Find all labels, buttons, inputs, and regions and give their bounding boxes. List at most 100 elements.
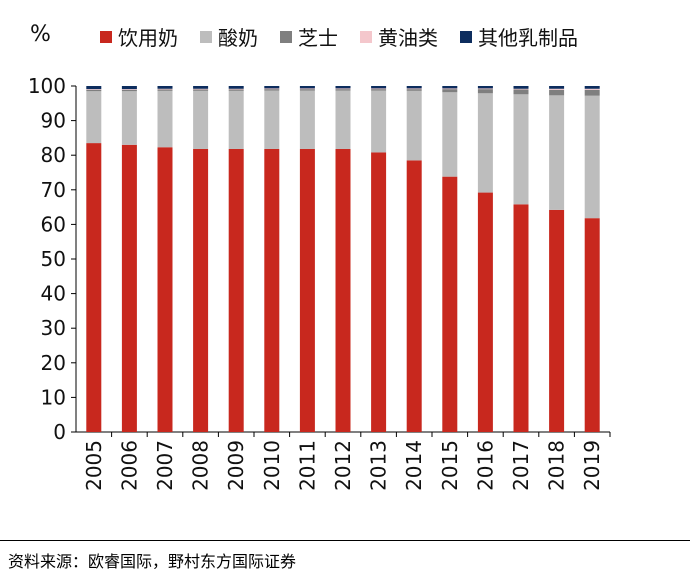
bar-segment: [335, 148, 351, 433]
legend-item: 其他乳制品: [460, 22, 578, 51]
bar-segment: [86, 86, 102, 90]
y-tick-label: 60: [41, 212, 66, 236]
y-tick-label: 40: [41, 282, 66, 306]
bar-segment: [442, 86, 458, 89]
source-note: 资料来源：欧睿国际，野村东方国际证券: [8, 552, 297, 571]
legend-swatch: [200, 30, 212, 43]
bar-segment: [371, 88, 387, 90]
bar-segment: [193, 90, 209, 149]
bar-segment: [228, 90, 244, 149]
bar-segment: [335, 89, 351, 91]
bar-segment: [228, 86, 244, 89]
bar-segment: [549, 89, 565, 96]
bar-segment: [299, 86, 315, 89]
bar-segment: [442, 92, 458, 177]
bar-segment: [406, 160, 422, 432]
legend-label: 芝士: [298, 26, 338, 50]
legend-label: 其他乳制品: [478, 26, 578, 50]
x-tick-label: 2005: [82, 440, 106, 491]
bar-segment: [157, 88, 173, 90]
legend-item: 芝士: [280, 22, 338, 51]
bar-segment: [477, 88, 493, 90]
bar-segment: [406, 89, 422, 91]
bar-segment: [86, 89, 102, 92]
x-tick-label: 2007: [153, 440, 177, 491]
bar-segment: [477, 86, 493, 89]
bar-segment: [584, 89, 600, 96]
legend-swatch: [100, 30, 112, 43]
bar-segment: [299, 90, 315, 149]
y-axis-unit: %: [30, 22, 51, 47]
bar-segment: [193, 89, 209, 91]
bar-segment: [121, 86, 137, 90]
bar-segment: [477, 192, 493, 432]
x-tick-label: 2008: [189, 440, 213, 491]
bar-segment: [549, 209, 565, 432]
y-tick-label: 30: [41, 316, 66, 340]
legend-swatch: [360, 30, 372, 43]
bar-segment: [121, 89, 137, 92]
bar-segment: [549, 86, 565, 89]
bar-segment: [157, 89, 173, 91]
bar-segment: [335, 90, 351, 149]
bar-segment: [371, 89, 387, 91]
bar-segment: [406, 86, 422, 89]
legend-item: 饮用奶: [100, 22, 178, 51]
chart-legend: 饮用奶 酸奶 芝士 黄油类 其他乳制品: [100, 22, 578, 51]
x-tick-label: 2010: [260, 440, 284, 491]
bar-segment: [584, 88, 600, 90]
y-tick-label: 90: [41, 109, 66, 133]
legend-swatch: [280, 30, 292, 43]
bar-segment: [549, 95, 565, 210]
legend-label: 饮用奶: [118, 26, 178, 50]
bar-segment: [584, 86, 600, 89]
source-divider: [0, 540, 690, 541]
x-tick-label: 2015: [438, 440, 462, 491]
bar-segment: [299, 148, 315, 433]
bar-segment: [513, 86, 529, 89]
bar-segment: [406, 90, 422, 161]
legend-label: 酸奶: [218, 26, 258, 50]
x-tick-label: 2018: [545, 440, 569, 491]
legend-label: 黄油类: [378, 26, 438, 50]
bar-segment: [264, 89, 280, 91]
bar-segment: [477, 93, 493, 193]
bar-segment: [228, 88, 244, 90]
bar-segment: [299, 88, 315, 90]
bar-segment: [442, 176, 458, 432]
bar-segment: [371, 152, 387, 432]
bar-segment: [335, 86, 351, 89]
bar-segment: [335, 88, 351, 90]
x-tick-label: 2014: [402, 440, 426, 491]
bar-segment: [513, 89, 529, 95]
y-tick-label: 100: [28, 74, 66, 98]
bar-segment: [157, 90, 173, 148]
y-tick-label: 50: [41, 247, 66, 271]
y-tick-label: 0: [53, 420, 66, 444]
legend-swatch: [460, 30, 472, 43]
x-tick-label: 2009: [224, 440, 248, 491]
bar-segment: [121, 89, 137, 90]
bar-segment: [193, 88, 209, 90]
x-tick-label: 2012: [331, 440, 355, 491]
bar-segment: [442, 88, 458, 90]
bar-segment: [157, 147, 173, 432]
x-tick-label: 2006: [117, 440, 141, 491]
bar-segment: [371, 90, 387, 153]
bar-segment: [86, 91, 102, 144]
bar-segment: [584, 218, 600, 432]
x-tick-label: 2017: [509, 440, 533, 491]
bar-segment: [584, 95, 600, 219]
bar-segment: [86, 143, 102, 432]
bar-segment: [264, 90, 280, 149]
bar-segment: [121, 91, 137, 145]
bar-segment: [549, 88, 565, 90]
y-tick-label: 10: [41, 385, 66, 409]
y-tick-label: 70: [41, 178, 66, 202]
legend-item: 酸奶: [200, 22, 258, 51]
x-tick-label: 2016: [473, 440, 497, 491]
bar-segment: [193, 86, 209, 89]
bar-segment: [193, 148, 209, 433]
bar-segment: [513, 94, 529, 205]
y-tick-label: 20: [41, 351, 66, 375]
